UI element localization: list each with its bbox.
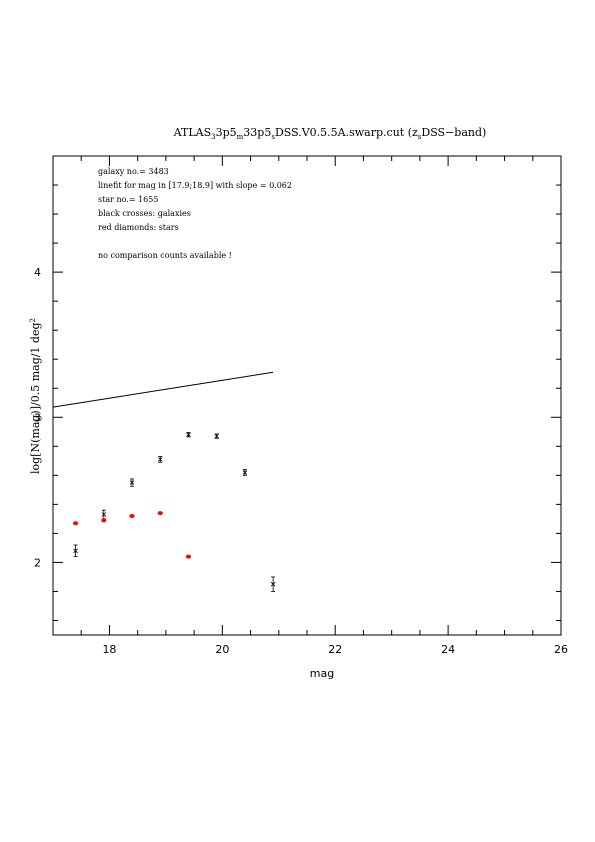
- star-point: [101, 518, 107, 523]
- cross-marker: [129, 480, 135, 485]
- cross-marker: [157, 457, 163, 462]
- tick-labels: 18 20 22 24 26 2 3 4: [34, 266, 568, 656]
- x-tick-label: 24: [441, 643, 455, 656]
- x-tick-label: 20: [215, 643, 229, 656]
- fit-line: [52, 371, 274, 408]
- cross-marker: [73, 548, 78, 554]
- galaxy-point: [101, 509, 107, 520]
- star-point: [157, 511, 163, 516]
- cross-marker: [214, 433, 219, 439]
- y-tick-label: 4: [34, 266, 41, 279]
- cross-marker: [270, 581, 276, 587]
- galaxy-point: [270, 576, 276, 592]
- galaxy-points: [73, 432, 276, 592]
- star-point: [72, 521, 79, 526]
- chart-title: ATLAS33p5m33p5sDSS.V0.5.5A.swarp.cut (zs…: [173, 126, 487, 141]
- annotation-line: galaxy no.= 3483: [98, 167, 169, 176]
- y-axis-label: log[N(mag)]/0.5 mag/1 deg2: [29, 318, 42, 474]
- annotation-line: star no.= 1655: [98, 195, 158, 204]
- axis-ticks: [52, 155, 562, 635]
- star-point: [129, 513, 135, 518]
- x-axis-label: mag: [310, 667, 334, 680]
- cross-marker: [101, 512, 107, 517]
- x-tick-label: 26: [554, 643, 568, 656]
- y-tick-label: 3: [34, 411, 41, 424]
- annotation-line: black crosses: galaxies: [98, 209, 191, 218]
- annotation-line: red diamonds: stars: [98, 223, 179, 232]
- annotation-line: no comparison counts available !: [98, 251, 232, 260]
- x-tick-label: 18: [102, 643, 116, 656]
- galaxy-point: [157, 456, 163, 463]
- galaxy-point: [129, 478, 135, 487]
- cross-marker: [186, 432, 191, 437]
- x-tick-label: 22: [328, 643, 342, 656]
- galaxy-point: [186, 432, 191, 438]
- annotation-block: galaxy no.= 3483 linefit for mag in [17.9…: [98, 167, 292, 260]
- annotation-line: linefit for mag in [17.9;18.9] with slop…: [98, 181, 292, 190]
- star-points: [72, 511, 192, 559]
- galaxy-point: [214, 433, 219, 439]
- galaxy-point: [242, 469, 248, 476]
- galaxy-point: [73, 544, 78, 558]
- star-point: [185, 554, 192, 559]
- y-tick-label: 2: [34, 556, 41, 569]
- cross-marker: [242, 470, 248, 475]
